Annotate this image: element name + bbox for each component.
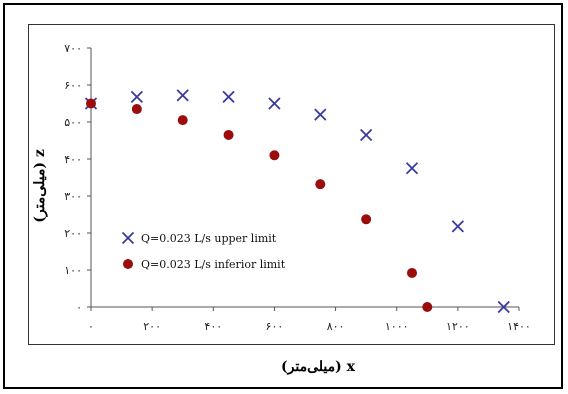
upper-limit-point	[314, 108, 327, 121]
y-tick-label: ۳۰۰	[64, 190, 82, 203]
x-tick-label: ۸۰۰	[327, 320, 345, 333]
figure-frame	[3, 3, 563, 389]
x-tick-label: ۲۰۰	[143, 320, 161, 333]
y-axis-label: z (میلی‌متر)	[32, 149, 48, 223]
y-tick-label: ۵۰۰	[64, 116, 82, 129]
y-tick-label: ۲۰۰	[64, 227, 82, 240]
legend: Q=0.023 L/s upper limit Q=0.023 L/s infer…	[121, 231, 286, 271]
x-tick-label: ۱۴۰۰	[507, 320, 531, 333]
x-tick-label: ۱۲۰۰	[446, 320, 470, 333]
legend-inferior-label: Q=0.023 L/s inferior limit	[141, 258, 286, 271]
inferior-limit-point	[407, 267, 417, 278]
upper-limit-point	[130, 90, 143, 103]
x-tick-label: ۱۰۰۰	[385, 320, 409, 333]
upper-limit-point	[222, 90, 235, 103]
x-tick-label: ۰	[88, 320, 94, 333]
upper-limit-point	[451, 220, 464, 233]
legend-upper-marker	[121, 231, 135, 245]
legend-upper-label: Q=0.023 L/s upper limit	[141, 232, 277, 245]
x-tick-label: ۶۰۰	[266, 320, 284, 333]
y-tick-label: ۰	[76, 301, 82, 314]
upper-limit-point	[268, 97, 281, 110]
upper-limit-point	[405, 162, 419, 175]
y-tick-label: ۱۰۰	[64, 264, 82, 277]
plot-area	[28, 24, 555, 345]
y-tick-label: ۴۰۰	[64, 153, 82, 166]
x-tick-label: ۴۰۰	[204, 320, 222, 333]
y-tick-label: ۶۰۰	[64, 79, 82, 92]
inferior-limit-point	[422, 302, 433, 312]
axes: ۰ ۲۰۰ ۴۰۰ ۶۰۰ ۸۰۰ ۱۰۰۰ ۱۲۰۰ ۱۴۰۰ ۰ ۱۰۰ ۲۰۰ ۳۰۰ ۴۰۰ ۵۰…	[64, 42, 531, 333]
y-tick-label: ۷۰۰	[64, 42, 82, 55]
upper-limit-point	[176, 89, 189, 102]
data-marks	[84, 89, 510, 314]
inferior-limit-point	[86, 98, 96, 109]
inferior-limit-point	[315, 179, 326, 190]
inferior-limit-point	[223, 129, 234, 140]
inferior-limit-point	[269, 150, 280, 161]
inferior-limit-point	[361, 214, 372, 225]
legend-inferior-marker	[123, 259, 133, 269]
upper-limit-point	[497, 300, 510, 314]
x-axis-label: x (میلی‌متر)	[281, 359, 356, 375]
inferior-limit-point	[177, 115, 188, 126]
inferior-limit-point	[131, 104, 142, 115]
upper-limit-point	[360, 128, 373, 142]
